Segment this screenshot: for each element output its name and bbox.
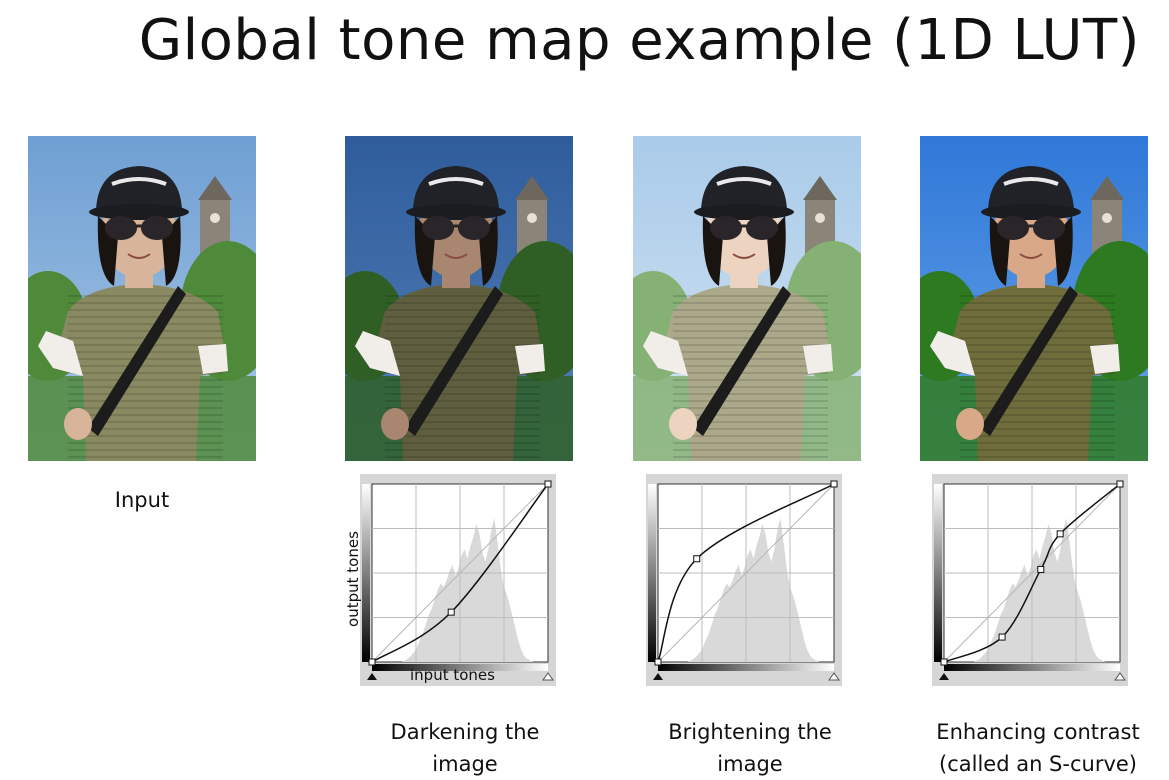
mouth: [732, 253, 756, 259]
darken-white-point-slider: [542, 672, 554, 681]
right-lens: [746, 216, 778, 240]
hand: [956, 408, 984, 440]
caption-contrast: Enhancing contrast (called an S-curve): [922, 716, 1154, 780]
darken-output-gradient: [362, 484, 370, 662]
right-sleeve: [198, 344, 228, 374]
brighten-white-point-slider: [828, 672, 840, 681]
cap-brim: [406, 204, 506, 220]
caption-input: Input: [42, 484, 242, 516]
darken-identity-line: [371, 483, 549, 663]
left-sleeve: [643, 331, 688, 376]
cap-logo: [111, 177, 167, 186]
clock: [527, 213, 537, 223]
tower-roof: [803, 176, 837, 200]
contrast-control-point: [998, 633, 1006, 641]
right-sleeve: [803, 344, 833, 374]
cap: [988, 166, 1074, 210]
contrast-output-gradient: [934, 484, 942, 662]
darken-input-gradient: [372, 664, 548, 671]
contrast-white-point-slider: [1114, 672, 1126, 681]
caption-darken-line-2: image: [432, 752, 498, 776]
caption-brighten-line-1: Brightening the: [668, 720, 832, 744]
tower-roof: [198, 176, 232, 200]
left-lens: [422, 216, 454, 240]
left-sleeve: [38, 331, 83, 376]
darken-tone-curve: [371, 483, 549, 663]
darken-control-point: [447, 608, 455, 616]
clock: [1102, 213, 1112, 223]
caption-darken-line-1: Darkening the: [390, 720, 540, 744]
brighten-input-gradient: [658, 664, 834, 671]
bag-strap: [88, 286, 186, 436]
darken-control-point: [544, 480, 552, 488]
left-sleeve: [930, 331, 975, 376]
right-sleeve: [1090, 344, 1120, 374]
caption-brighten: Brightening the image: [645, 716, 855, 780]
curve-panel-brighten: [646, 474, 842, 686]
brighten-identity-line: [657, 483, 835, 663]
brighten-control-point: [830, 480, 838, 488]
bag-strap: [980, 286, 1078, 436]
contrast-control-point: [940, 658, 948, 666]
brighten-control-point: [693, 555, 701, 563]
contrast-control-point: [1037, 565, 1045, 573]
hand: [669, 408, 697, 440]
caption-input-line-1: Input: [114, 488, 170, 512]
cap: [701, 166, 787, 210]
cap-brim: [89, 204, 189, 220]
tower-roof: [1090, 176, 1124, 200]
left-lens: [710, 216, 742, 240]
hand: [64, 408, 92, 440]
left-sleeve: [355, 331, 400, 376]
hand: [381, 408, 409, 440]
cap-logo: [428, 177, 484, 186]
caption-brighten-line-2: image: [717, 752, 783, 776]
caption-darken: Darkening the image: [360, 716, 570, 780]
contrast-black-point-slider: [939, 673, 949, 680]
contrast-control-point: [1116, 480, 1124, 488]
x-axis-label: input tones: [410, 666, 495, 684]
contrast-control-point: [1056, 530, 1064, 538]
cap: [413, 166, 499, 210]
cap-brim: [981, 204, 1081, 220]
contrast-photo: [920, 136, 1148, 461]
left-lens: [997, 216, 1029, 240]
brighten-black-point-slider: [653, 673, 663, 680]
caption-contrast-line-1: Enhancing contrast: [936, 720, 1140, 744]
curve-panel-darken: [360, 474, 556, 686]
contrast-identity-line: [943, 483, 1121, 663]
darkened-photo: [345, 136, 573, 461]
cap-logo: [716, 177, 772, 186]
mouth: [1019, 253, 1043, 259]
brighten-control-point: [654, 658, 662, 666]
cap-brim: [694, 204, 794, 220]
darken-black-point-slider: [367, 673, 377, 680]
brightened-photo: [633, 136, 861, 461]
slide-title: Global tone map example (1D LUT): [138, 8, 1140, 73]
tower-roof: [515, 176, 549, 200]
cap-logo: [1003, 177, 1059, 186]
right-lens: [1033, 216, 1065, 240]
mouth: [127, 253, 151, 259]
clock: [815, 213, 825, 223]
curve-panel-contrast: [932, 474, 1128, 686]
cap: [96, 166, 182, 210]
right-sleeve: [515, 344, 545, 374]
clock: [210, 213, 220, 223]
left-lens: [105, 216, 137, 240]
bag-strap: [693, 286, 791, 436]
right-lens: [141, 216, 173, 240]
mouth: [444, 253, 468, 259]
contrast-input-gradient: [944, 664, 1120, 671]
input-photo: [28, 136, 256, 461]
darken-control-point: [368, 658, 376, 666]
y-axis-label: output tones: [344, 531, 362, 627]
caption-contrast-line-2: (called an S-curve): [939, 752, 1137, 776]
brighten-output-gradient: [648, 484, 656, 662]
right-lens: [458, 216, 490, 240]
bag-strap: [405, 286, 503, 436]
